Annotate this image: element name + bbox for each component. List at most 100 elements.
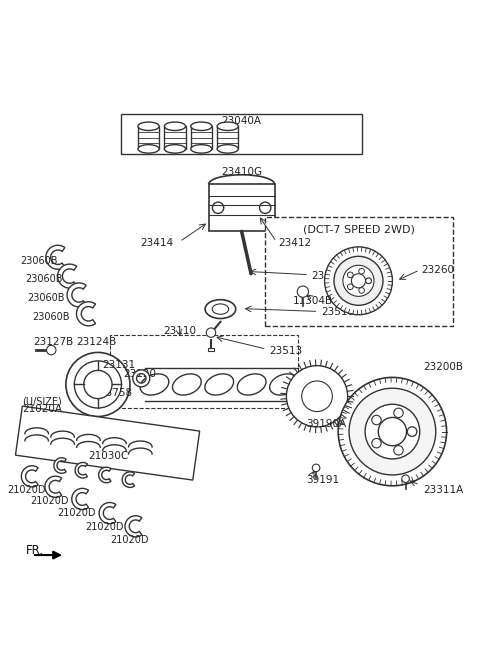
Circle shape: [334, 257, 383, 306]
Circle shape: [343, 265, 374, 296]
Text: 23060B: 23060B: [32, 312, 70, 322]
Ellipse shape: [217, 122, 239, 131]
Ellipse shape: [212, 304, 228, 314]
Text: 45758: 45758: [99, 389, 132, 399]
Text: 23120: 23120: [123, 369, 156, 379]
Text: 23040A: 23040A: [222, 116, 262, 125]
Ellipse shape: [191, 122, 212, 131]
Text: 23510: 23510: [321, 308, 354, 318]
FancyBboxPatch shape: [164, 126, 186, 149]
Ellipse shape: [217, 145, 239, 153]
Circle shape: [351, 274, 366, 288]
Text: 23311A: 23311A: [423, 484, 463, 494]
Circle shape: [348, 272, 353, 277]
Circle shape: [324, 247, 393, 315]
Circle shape: [66, 352, 130, 417]
Text: 23513: 23513: [269, 346, 302, 356]
Circle shape: [260, 202, 271, 214]
Text: 23124B: 23124B: [76, 337, 116, 347]
Text: 23414: 23414: [312, 271, 345, 281]
Ellipse shape: [191, 145, 212, 153]
Ellipse shape: [237, 374, 266, 395]
Text: 23060B: 23060B: [27, 293, 65, 304]
FancyBboxPatch shape: [217, 126, 239, 149]
Polygon shape: [46, 245, 65, 269]
Ellipse shape: [140, 374, 169, 395]
Circle shape: [394, 446, 403, 455]
Polygon shape: [15, 406, 200, 480]
Text: 39191: 39191: [307, 475, 340, 485]
Circle shape: [394, 408, 403, 417]
Circle shape: [408, 427, 417, 436]
Text: FR.: FR.: [26, 544, 44, 557]
Polygon shape: [122, 472, 134, 488]
Polygon shape: [76, 302, 96, 326]
Ellipse shape: [164, 122, 186, 131]
Circle shape: [372, 415, 381, 425]
Circle shape: [206, 328, 216, 338]
Circle shape: [213, 202, 224, 214]
Ellipse shape: [205, 374, 234, 395]
Circle shape: [47, 345, 56, 355]
FancyBboxPatch shape: [208, 348, 214, 352]
Ellipse shape: [270, 374, 299, 395]
Circle shape: [378, 417, 407, 446]
Text: 39190A: 39190A: [307, 419, 347, 429]
Text: 23410G: 23410G: [221, 168, 262, 178]
Circle shape: [408, 427, 417, 436]
Circle shape: [349, 388, 436, 475]
Circle shape: [365, 404, 420, 459]
Circle shape: [359, 287, 364, 293]
Polygon shape: [22, 466, 38, 487]
Ellipse shape: [164, 145, 186, 153]
Text: 23060B: 23060B: [25, 275, 62, 284]
Polygon shape: [58, 264, 77, 288]
FancyBboxPatch shape: [209, 184, 275, 231]
Circle shape: [287, 366, 348, 427]
Circle shape: [84, 371, 112, 399]
Circle shape: [402, 475, 409, 482]
Polygon shape: [45, 476, 62, 497]
Ellipse shape: [172, 374, 201, 395]
Polygon shape: [75, 462, 87, 478]
Text: 23260: 23260: [421, 265, 455, 275]
Text: 23131: 23131: [103, 360, 136, 370]
Text: 21020D: 21020D: [31, 496, 69, 506]
Text: 23110: 23110: [163, 326, 196, 336]
Ellipse shape: [138, 122, 159, 131]
Text: 21020D: 21020D: [58, 508, 96, 518]
Circle shape: [372, 438, 381, 448]
Text: 23200B: 23200B: [423, 362, 463, 372]
Polygon shape: [54, 458, 66, 473]
Text: 23414: 23414: [140, 238, 173, 248]
Text: (U/SIZE): (U/SIZE): [23, 397, 62, 407]
Circle shape: [359, 269, 364, 274]
Ellipse shape: [205, 299, 236, 318]
Circle shape: [74, 361, 121, 408]
Circle shape: [312, 464, 320, 472]
FancyBboxPatch shape: [138, 126, 159, 149]
Circle shape: [302, 381, 332, 411]
Text: 23412: 23412: [278, 238, 312, 248]
Polygon shape: [99, 502, 116, 524]
FancyBboxPatch shape: [191, 126, 212, 149]
Text: 21030C: 21030C: [89, 451, 129, 461]
Text: 11304B: 11304B: [292, 296, 333, 306]
Text: 23060B: 23060B: [20, 255, 58, 265]
Circle shape: [366, 278, 372, 283]
Circle shape: [366, 278, 372, 283]
FancyBboxPatch shape: [265, 217, 453, 326]
Circle shape: [297, 286, 309, 297]
Text: 23127B: 23127B: [34, 337, 73, 347]
Text: 21020A: 21020A: [23, 404, 62, 414]
Text: (DCT-7 SPEED 2WD): (DCT-7 SPEED 2WD): [303, 225, 415, 235]
Polygon shape: [99, 467, 111, 482]
Text: 21020D: 21020D: [7, 486, 46, 496]
Text: 21020D: 21020D: [85, 522, 123, 532]
Circle shape: [338, 377, 446, 486]
Polygon shape: [125, 516, 142, 537]
Polygon shape: [67, 283, 86, 307]
Polygon shape: [72, 488, 89, 510]
Text: 21020D: 21020D: [111, 535, 149, 545]
Circle shape: [348, 284, 353, 289]
